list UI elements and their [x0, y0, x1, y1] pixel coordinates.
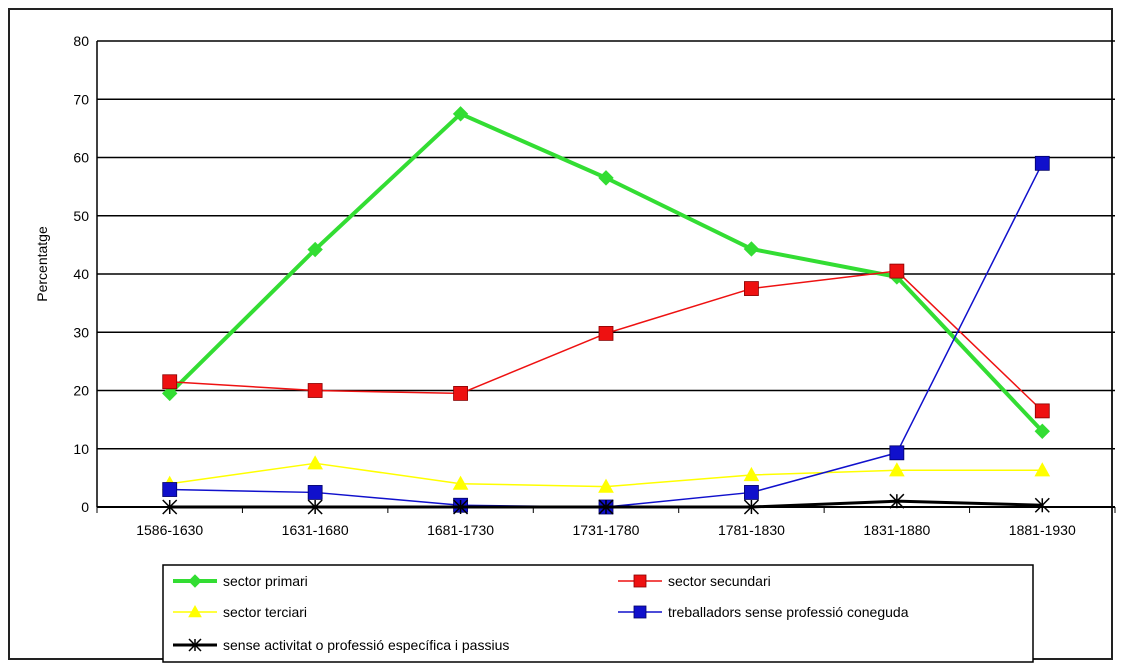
data-point [162, 385, 178, 402]
data-point [307, 383, 323, 398]
series-0 [162, 106, 1050, 439]
legend-label: sector terciari [223, 604, 307, 620]
y-axis-label: Percentatge [34, 226, 50, 302]
y-tick-label: 50 [73, 208, 89, 224]
x-tick-label: 1881-1930 [1009, 522, 1076, 538]
data-point [744, 485, 759, 500]
data-point [307, 485, 323, 500]
legend-label: sector primari [223, 573, 308, 589]
legend-box [162, 564, 1034, 663]
data-point [889, 462, 905, 477]
data-point [188, 638, 202, 652]
y-tick-label: 20 [73, 383, 89, 399]
series-lines [161, 106, 1051, 515]
data-point [889, 445, 905, 461]
x-tick-label: 1731-1780 [573, 522, 640, 538]
data-point [743, 466, 760, 482]
y-tick-label: 10 [73, 441, 89, 457]
data-point [1034, 462, 1051, 477]
data-point [188, 604, 202, 618]
legend-label: sector secundari [668, 573, 771, 589]
data-point [452, 106, 469, 122]
data-point [1034, 403, 1050, 419]
legend-item: sector terciari [173, 604, 307, 620]
gridlines [96, 40, 1116, 513]
legend-item: sector secundari [618, 573, 771, 589]
data-point [889, 493, 905, 509]
y-tick-label: 0 [81, 499, 89, 515]
data-point [598, 499, 614, 515]
x-tick-label: 1586-1630 [136, 522, 203, 538]
y-tick-label: 70 [73, 91, 89, 107]
data-point [1034, 155, 1050, 171]
legend-item: treballadors sense professió coneguda [618, 604, 909, 620]
data-point [1034, 497, 1050, 513]
data-point [598, 326, 614, 341]
data-point [598, 170, 614, 186]
legend-item: sense activitat o professió específica i… [173, 637, 509, 653]
y-tick-label: 80 [73, 33, 89, 49]
series-2 [161, 455, 1051, 493]
legend-label: sense activitat o professió específica i… [223, 637, 509, 653]
x-tick-label: 1831-1880 [863, 522, 930, 538]
data-point [162, 499, 178, 515]
data-point [633, 605, 647, 619]
data-point [307, 499, 323, 515]
data-point [743, 499, 759, 515]
series-line [168, 111, 1044, 433]
series-1 [162, 263, 1050, 419]
y-tick-label: 40 [73, 266, 89, 282]
chart-frame [8, 8, 1113, 660]
x-tick-label: 1681-1730 [427, 522, 494, 538]
data-point [743, 241, 760, 257]
data-point [162, 482, 178, 497]
x-tick-label: 1781-1830 [718, 522, 785, 538]
data-point [162, 374, 178, 390]
data-point [188, 574, 202, 588]
data-point [452, 475, 469, 490]
legend-item: sector primari [173, 573, 308, 589]
legend: sector primari sector secundari sector ter… [162, 564, 1034, 663]
data-point [307, 241, 323, 258]
series-4 [162, 493, 1050, 515]
y-tick-label: 60 [73, 150, 89, 166]
data-point [633, 574, 647, 588]
data-point [598, 478, 614, 493]
data-point [453, 499, 469, 515]
data-point [307, 455, 323, 470]
y-tick-labels: 0 10 20 30 40 50 60 70 80 [73, 33, 89, 515]
data-point [1034, 423, 1050, 439]
x-tick-labels: 1586-1630 1631-1680 1681-1730 1731-1780 1781… [136, 522, 1076, 538]
legend-label: treballadors sense professió coneguda [668, 604, 909, 620]
data-point [889, 263, 905, 279]
y-tick-label: 30 [73, 324, 89, 340]
x-tick-label: 1631-1680 [282, 522, 349, 538]
data-point [453, 386, 468, 401]
data-point [744, 281, 759, 296]
